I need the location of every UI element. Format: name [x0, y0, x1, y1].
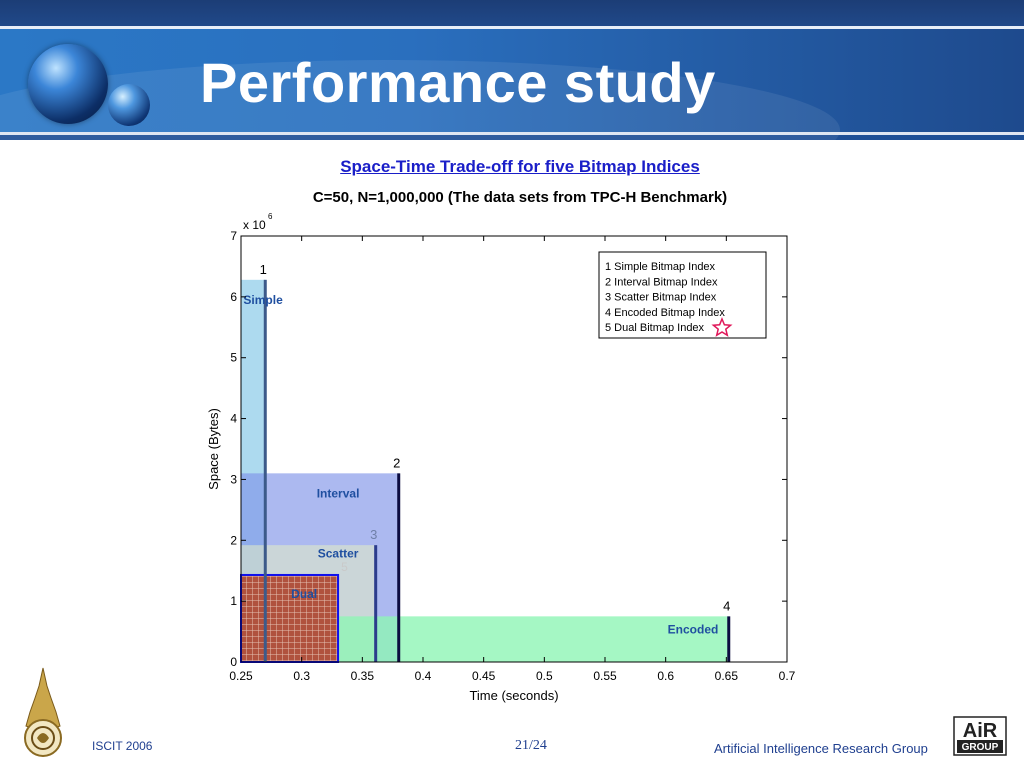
y-tick-label: 1	[230, 594, 237, 608]
y-tick-label: 7	[230, 229, 237, 243]
legend-entry: 5 Dual Bitmap Index	[605, 322, 705, 334]
series-number-1: 1	[260, 262, 267, 277]
air-logo-group-mark: GROUP	[962, 742, 999, 753]
x-tick-label: 0.6	[657, 669, 674, 683]
x-tick-label: 0.55	[593, 669, 617, 683]
series-number-2: 2	[393, 455, 400, 470]
series-marker-encoded	[727, 616, 731, 662]
x-tick-label: 0.3	[293, 669, 310, 683]
y-tick-label: 6	[230, 290, 237, 304]
globe-logo-small-icon	[108, 84, 150, 126]
footer-conference: ISCIT 2006	[92, 739, 153, 753]
series-label-dual: Dual	[291, 587, 317, 601]
series-label-scatter: Scatter	[318, 546, 359, 560]
legend: 1 Simple Bitmap Index 2 Interval Bitmap I…	[598, 251, 767, 339]
plot-frame	[240, 235, 788, 663]
legend-entry: 1 Simple Bitmap Index	[605, 261, 716, 273]
legend-entry: 4 Encoded Bitmap Index	[605, 307, 725, 319]
star-icon	[711, 317, 733, 337]
air-logo-mark: AiR	[963, 720, 998, 742]
x-tick-label: 0.35	[351, 669, 375, 683]
header-bottom-line	[0, 132, 1024, 135]
x-axis-label: Time (seconds)	[469, 688, 558, 703]
x-tick-label: 0.4	[415, 669, 432, 683]
header-band	[0, 28, 1024, 132]
y-tick-label: 2	[230, 533, 237, 547]
slide-header: Performance study	[0, 0, 1024, 140]
y-axis-label: Space (Bytes)	[206, 408, 221, 490]
series-marker-simple	[263, 279, 267, 662]
series-marker-interval	[397, 473, 401, 662]
series-area-dual	[240, 573, 340, 664]
x-tick-label: 0.45	[472, 669, 496, 683]
y-multiplier-exponent: 6	[268, 212, 273, 221]
header-top-line	[0, 26, 1024, 29]
y-tick-label: 4	[230, 412, 237, 426]
series-marker-scatter	[374, 545, 378, 662]
chart-subtitle: C=50, N=1,000,000 (The data sets from TP…	[312, 189, 728, 206]
chart-title: Space-Time Trade-off for five Bitmap Ind…	[340, 157, 700, 176]
series-number-5: 5	[341, 560, 348, 574]
globe-logo-large-icon	[28, 44, 108, 124]
university-seal-icon	[24, 667, 62, 757]
series-label-encoded: Encoded	[668, 622, 719, 636]
legend-entry: 2 Interval Bitmap Index	[605, 276, 718, 288]
series-number-4: 4	[723, 598, 730, 613]
series-layer: 1 2 3 4 5 Simple Interval Scatter Encoded Dual	[240, 262, 731, 664]
legend-entry: 3 Scatter Bitmap Index	[605, 292, 717, 304]
y-multiplier: x 10	[243, 218, 266, 232]
legend-box	[598, 251, 767, 339]
x-tick-label: 0.25	[229, 669, 253, 683]
slide-title: Performance study	[200, 51, 716, 114]
x-tick-label: 0.65	[715, 669, 739, 683]
x-tick-label: 0.5	[536, 669, 553, 683]
series-number-3: 3	[370, 527, 377, 542]
air-group-logo: AiR GROUP	[953, 716, 1007, 756]
page-number: 21/24	[515, 738, 547, 753]
series-label-interval: Interval	[317, 487, 360, 501]
footer-group-name: Artificial Intelligence Research Group	[714, 741, 928, 756]
y-tick-label: 0	[230, 655, 237, 669]
y-tick-label: 3	[230, 472, 237, 486]
y-tick-label: 5	[230, 351, 237, 365]
series-label-simple: Simple	[243, 293, 283, 307]
x-tick-label: 0.7	[779, 669, 796, 683]
axis-layer: 0.25 0.3 0.35 0.4 0.45 0.5 0.55 0.6 0.65 0.7 0 1 2 3 4…	[229, 229, 795, 683]
